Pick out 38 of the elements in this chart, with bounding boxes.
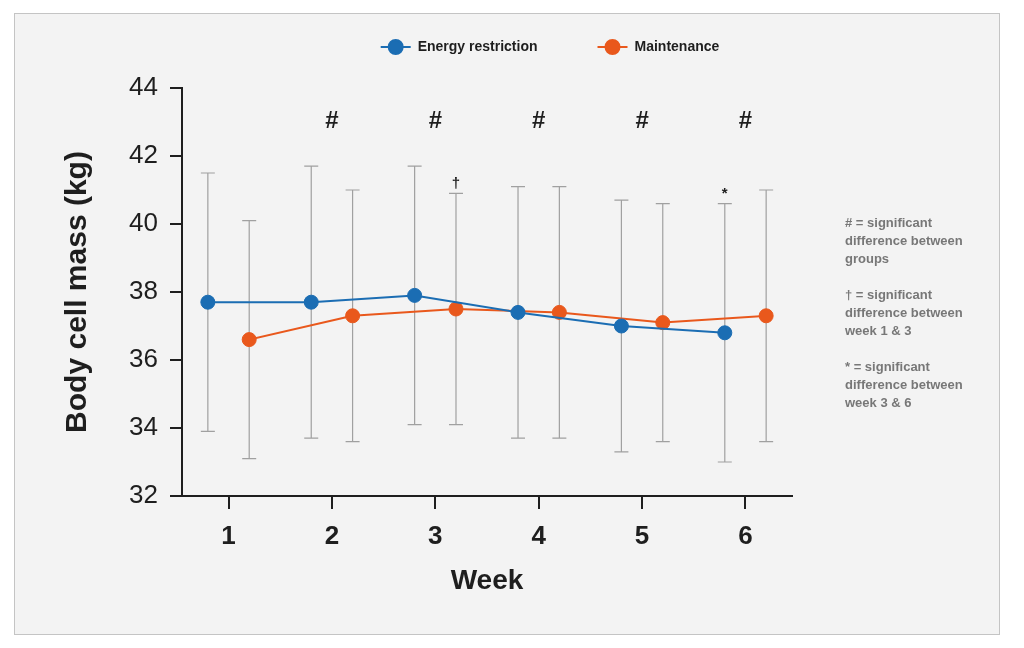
text: † = significant difference between week 1 & 3	[845, 286, 964, 340]
y-tick-label: 38	[129, 275, 158, 306]
text: # = significant difference between groups	[845, 214, 964, 268]
y-tick-label: 42	[129, 139, 158, 170]
x-tick-label: 6	[738, 519, 753, 550]
point	[613, 318, 629, 334]
y-tick-label: 34	[129, 411, 158, 442]
point	[200, 294, 216, 310]
annotation: *	[721, 184, 728, 202]
x-tick-label: 2	[324, 519, 340, 550]
point	[345, 308, 361, 324]
y-tick-label: 36	[129, 343, 158, 374]
point	[241, 332, 257, 348]
legend-label: Energy restriction	[417, 37, 538, 54]
legend-label: Maintenance	[634, 37, 720, 54]
point	[655, 315, 671, 331]
annotation: #	[738, 105, 753, 133]
x-tick-label: 3	[428, 519, 443, 550]
point	[717, 325, 733, 341]
annotation: #	[428, 105, 442, 133]
y-tick-label: 44	[129, 71, 158, 102]
point	[510, 304, 526, 320]
point	[303, 294, 319, 310]
x-tick-label: 5	[634, 519, 650, 550]
x-tick-label: 1	[221, 519, 236, 550]
x-axis-title: Week	[450, 563, 524, 595]
point	[407, 287, 423, 303]
point	[448, 301, 464, 317]
annotation: #	[325, 105, 339, 133]
annotation: #	[532, 105, 546, 133]
text: * = significant difference between week 3 & 6	[845, 358, 964, 412]
annotation: †	[451, 174, 461, 192]
x-tick-label: 4	[531, 519, 547, 550]
y-tick-label: 40	[129, 207, 158, 238]
y-tick-label: 32	[129, 479, 158, 510]
y-axis-title: Body cell mass (kg)	[59, 151, 93, 433]
annotation: #	[635, 105, 649, 133]
point	[758, 308, 774, 324]
